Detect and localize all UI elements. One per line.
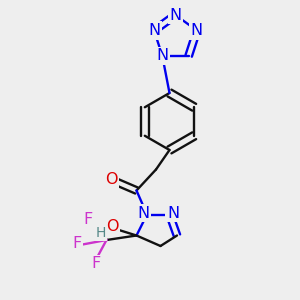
Text: N: N	[191, 23, 203, 38]
Text: N: N	[167, 206, 179, 220]
Text: N: N	[156, 48, 168, 63]
Text: H: H	[95, 226, 106, 240]
Text: N: N	[169, 8, 181, 22]
Text: O: O	[105, 172, 117, 188]
Text: F: F	[73, 236, 82, 251]
Text: N: N	[148, 23, 160, 38]
Text: F: F	[92, 256, 100, 272]
Text: F: F	[83, 212, 92, 227]
Text: O: O	[106, 219, 119, 234]
Text: N: N	[137, 206, 149, 220]
